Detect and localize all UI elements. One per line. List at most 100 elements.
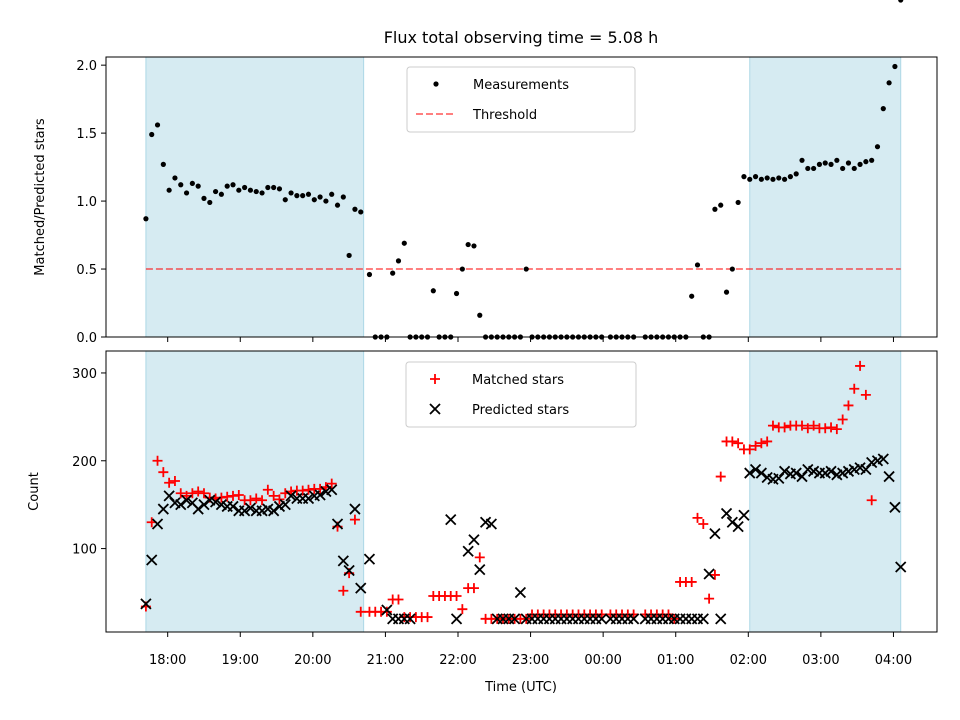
matched-stars-point: [349, 514, 360, 525]
predicted-stars-point: [381, 604, 393, 616]
matched-stars-point: [843, 400, 854, 411]
measurements-point: [230, 182, 236, 188]
x-axis-label: Time (UTC): [484, 680, 557, 695]
predicted-stars-point: [343, 564, 355, 577]
matched-stars-point: [808, 420, 819, 431]
y-axis-label: Matched/Predicted stars: [33, 118, 48, 276]
axes-frame: [105, 56, 938, 338]
measurements-point: [735, 199, 741, 206]
measurements-point: [366, 271, 373, 278]
predicted-stars-point: [462, 545, 474, 557]
predicted-stars-point: [326, 484, 338, 496]
matched-stars-point: [715, 471, 726, 482]
predicted-stars-point: [227, 500, 239, 513]
measurements-point: [787, 174, 793, 180]
matched-stars-point: [257, 495, 268, 506]
measurements-point: [805, 165, 811, 172]
predicted-stars-point: [198, 499, 210, 511]
matched-stars-point: [860, 389, 871, 400]
measurements-point: [459, 266, 465, 272]
matched-stars-point: [193, 486, 204, 497]
measurements-point: [346, 252, 352, 259]
measurements-point: [694, 262, 701, 268]
measurements-point: [253, 188, 259, 195]
legend-label: Threshold: [472, 108, 537, 123]
matched-stars-point: [866, 495, 877, 506]
legend-marker-measurements: [433, 81, 439, 87]
measurements-point: [770, 176, 776, 182]
matched-stars-point: [393, 594, 404, 605]
predicted-stars-point: [474, 564, 486, 576]
measurements-point: [477, 312, 483, 318]
predicted-stars-point: [363, 553, 376, 565]
measurements-point: [430, 288, 436, 294]
ratio-panel: 0.0 0.5 1.0 1.5 2.0 Matched/Predicted stars Me…: [33, 0, 938, 346]
matched-stars-point: [274, 494, 285, 505]
matched-stars-point: [198, 488, 209, 499]
predicted-stars-point: [877, 453, 889, 465]
matched-stars-point: [422, 612, 433, 623]
measurements-point: [143, 216, 149, 222]
predicted-stars-point: [508, 613, 521, 625]
predicted-stars-point: [180, 494, 193, 506]
measurements-point: [183, 190, 190, 196]
matched-stars-point: [457, 604, 468, 615]
measurements-point: [465, 241, 471, 248]
measurements-point: [892, 63, 898, 70]
legend-marker-predicted: [429, 403, 441, 415]
measurements-point: [282, 197, 288, 203]
measurements-point: [288, 190, 294, 196]
measurements-point: [453, 290, 460, 297]
measurements-point: [863, 159, 869, 165]
predicted-stars-point: [175, 499, 187, 511]
matched-stars-point: [233, 490, 244, 501]
predicted-stars-point: [738, 509, 750, 521]
measurements-point: [201, 195, 207, 201]
measurements-point: [811, 165, 817, 172]
measurements-point: [741, 174, 747, 180]
matched-stars-point: [175, 488, 186, 499]
predicted-stars-point: [404, 613, 416, 625]
measurements-point: [271, 184, 277, 191]
observing-window-span: [749, 350, 902, 633]
matched-stars-point: [727, 436, 738, 447]
matched-stars-point: [826, 422, 837, 433]
y-tick-label: 2.0: [76, 59, 97, 74]
matched-stars-point: [849, 383, 860, 394]
predicted-stars-point: [314, 489, 326, 501]
predicted-stars-point: [790, 467, 802, 479]
measurements-point: [195, 183, 201, 189]
matched-stars-point: [169, 475, 180, 486]
y-tick-label: 0.0: [76, 331, 97, 346]
predicted-stars-point: [279, 499, 291, 511]
measurements-point: [898, 0, 904, 3]
predicted-stars-point: [445, 513, 457, 526]
y-tick-label: 1.5: [76, 127, 97, 142]
measurements-point: [317, 194, 323, 200]
x-tick-label: 18:00: [149, 653, 186, 668]
predicted-stars-point: [596, 613, 608, 625]
measurements-point: [869, 157, 875, 163]
predicted-stars-point: [468, 534, 480, 546]
predicted-stars-point: [349, 503, 361, 515]
measurements-point: [259, 190, 265, 196]
y-tick-label: 200: [72, 455, 97, 470]
predicted-stars-point: [755, 467, 768, 479]
measurements-point: [242, 184, 248, 191]
measurements-point: [172, 175, 178, 181]
x-tick-label: 23:00: [512, 653, 549, 668]
x-tick-label: 04:00: [875, 653, 912, 668]
predicted-stars-point: [285, 490, 297, 502]
measurements-point: [166, 187, 172, 193]
measurements-point: [178, 182, 184, 188]
measurements-point: [212, 188, 219, 195]
legend-label: Measurements: [473, 78, 569, 93]
axes-frame: [105, 350, 938, 633]
measurements-point: [781, 176, 788, 182]
measurements-point: [857, 161, 863, 167]
measurements-point: [874, 144, 881, 150]
predicted-stars-point: [627, 613, 640, 625]
y-tick-label: 300: [72, 367, 97, 382]
x-tick-label: 22:00: [439, 653, 476, 668]
